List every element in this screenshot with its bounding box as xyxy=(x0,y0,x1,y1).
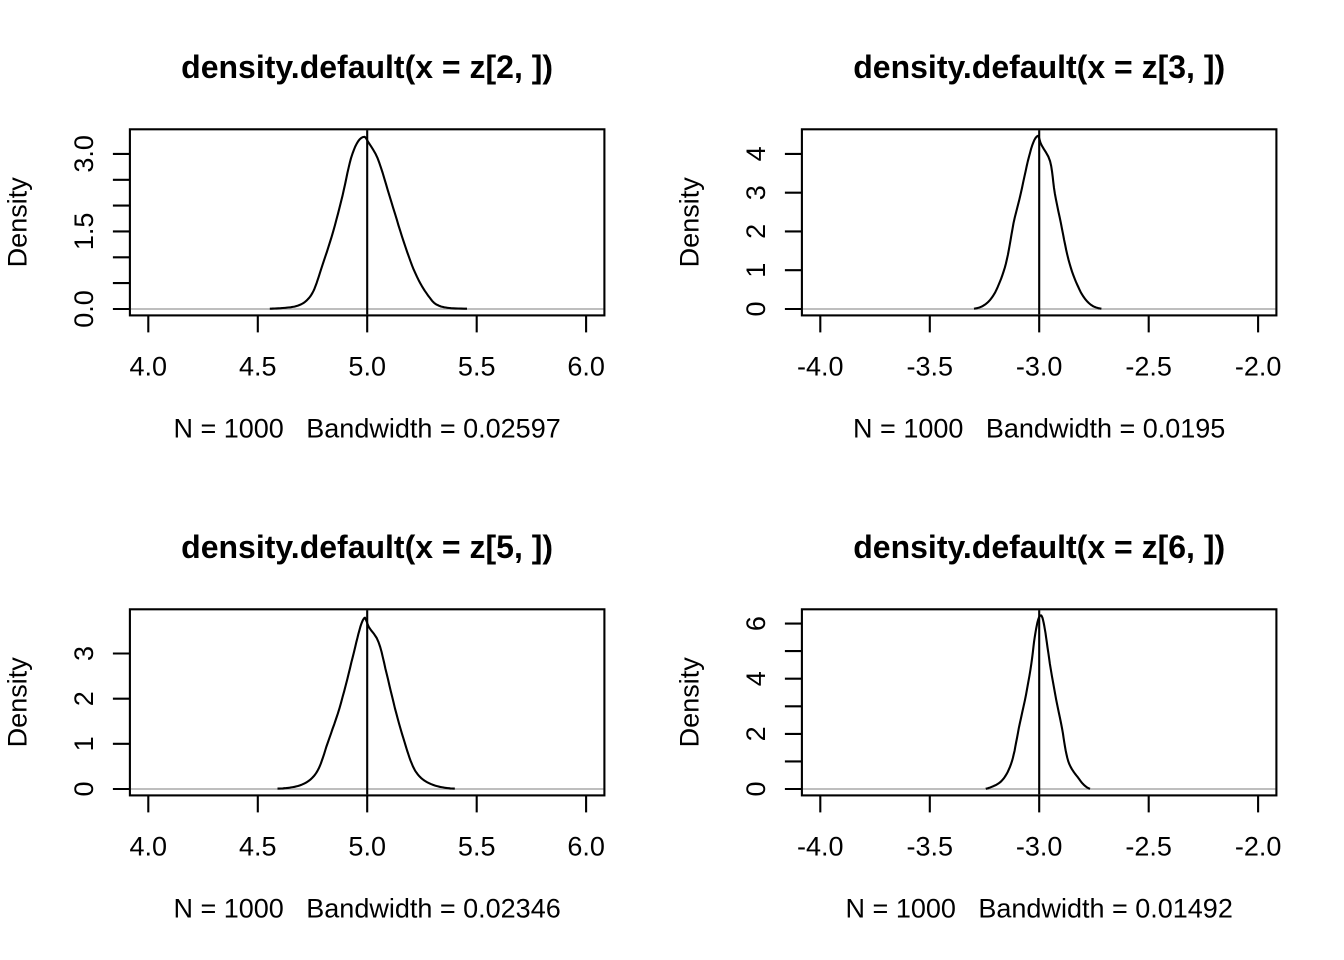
svg-text:N = 1000 Bandwidth = 0.02597: N = 1000 Bandwidth = 0.02597 xyxy=(173,414,560,444)
svg-text:0.0: 0.0 xyxy=(69,290,99,328)
svg-text:3.0: 3.0 xyxy=(69,135,99,173)
svg-text:-2.5: -2.5 xyxy=(1125,352,1172,382)
svg-text:density.default(x = z[6, ]): density.default(x = z[6, ]) xyxy=(853,529,1225,565)
svg-text:Density: Density xyxy=(3,177,33,268)
svg-text:4: 4 xyxy=(741,671,771,686)
svg-text:-2.0: -2.0 xyxy=(1235,832,1282,862)
svg-text:0: 0 xyxy=(69,781,99,796)
svg-text:-4.0: -4.0 xyxy=(797,352,844,382)
svg-text:-3.0: -3.0 xyxy=(1016,832,1063,862)
svg-text:0: 0 xyxy=(741,301,771,316)
svg-text:1: 1 xyxy=(69,736,99,751)
svg-text:-3.5: -3.5 xyxy=(907,832,954,862)
svg-text:4.0: 4.0 xyxy=(130,832,168,862)
svg-text:4.0: 4.0 xyxy=(130,352,168,382)
svg-text:-3.0: -3.0 xyxy=(1016,352,1063,382)
svg-text:5.5: 5.5 xyxy=(458,352,496,382)
svg-text:N = 1000 Bandwidth = 0.01492: N = 1000 Bandwidth = 0.01492 xyxy=(846,894,1233,924)
svg-text:4.5: 4.5 xyxy=(239,832,277,862)
svg-text:density.default(x = z[5, ]): density.default(x = z[5, ]) xyxy=(181,529,553,565)
svg-text:-2.5: -2.5 xyxy=(1125,832,1172,862)
svg-text:3: 3 xyxy=(741,185,771,200)
svg-text:density.default(x = z[2, ]): density.default(x = z[2, ]) xyxy=(181,49,553,85)
svg-text:5.0: 5.0 xyxy=(348,832,386,862)
svg-text:5.5: 5.5 xyxy=(458,832,496,862)
svg-text:2: 2 xyxy=(69,691,99,706)
svg-text:-2.0: -2.0 xyxy=(1235,352,1282,382)
svg-text:6: 6 xyxy=(741,616,771,631)
svg-text:Density: Density xyxy=(675,177,705,268)
svg-text:2: 2 xyxy=(741,726,771,741)
svg-text:6.0: 6.0 xyxy=(567,832,605,862)
svg-text:N = 1000 Bandwidth = 0.0195: N = 1000 Bandwidth = 0.0195 xyxy=(853,414,1225,444)
svg-text:-3.5: -3.5 xyxy=(907,352,954,382)
svg-text:-4.0: -4.0 xyxy=(797,832,844,862)
svg-text:1: 1 xyxy=(741,263,771,278)
svg-text:0: 0 xyxy=(741,781,771,796)
svg-text:1.5: 1.5 xyxy=(69,213,99,251)
svg-text:2: 2 xyxy=(741,224,771,239)
svg-text:Density: Density xyxy=(675,657,705,748)
svg-text:5.0: 5.0 xyxy=(348,352,386,382)
svg-text:N = 1000 Bandwidth = 0.02346: N = 1000 Bandwidth = 0.02346 xyxy=(173,894,560,924)
svg-text:3: 3 xyxy=(69,646,99,661)
svg-text:density.default(x = z[3, ]): density.default(x = z[3, ]) xyxy=(853,49,1225,85)
svg-text:Density: Density xyxy=(3,657,33,748)
svg-text:4: 4 xyxy=(741,146,771,161)
svg-text:6.0: 6.0 xyxy=(567,352,605,382)
svg-text:4.5: 4.5 xyxy=(239,352,277,382)
